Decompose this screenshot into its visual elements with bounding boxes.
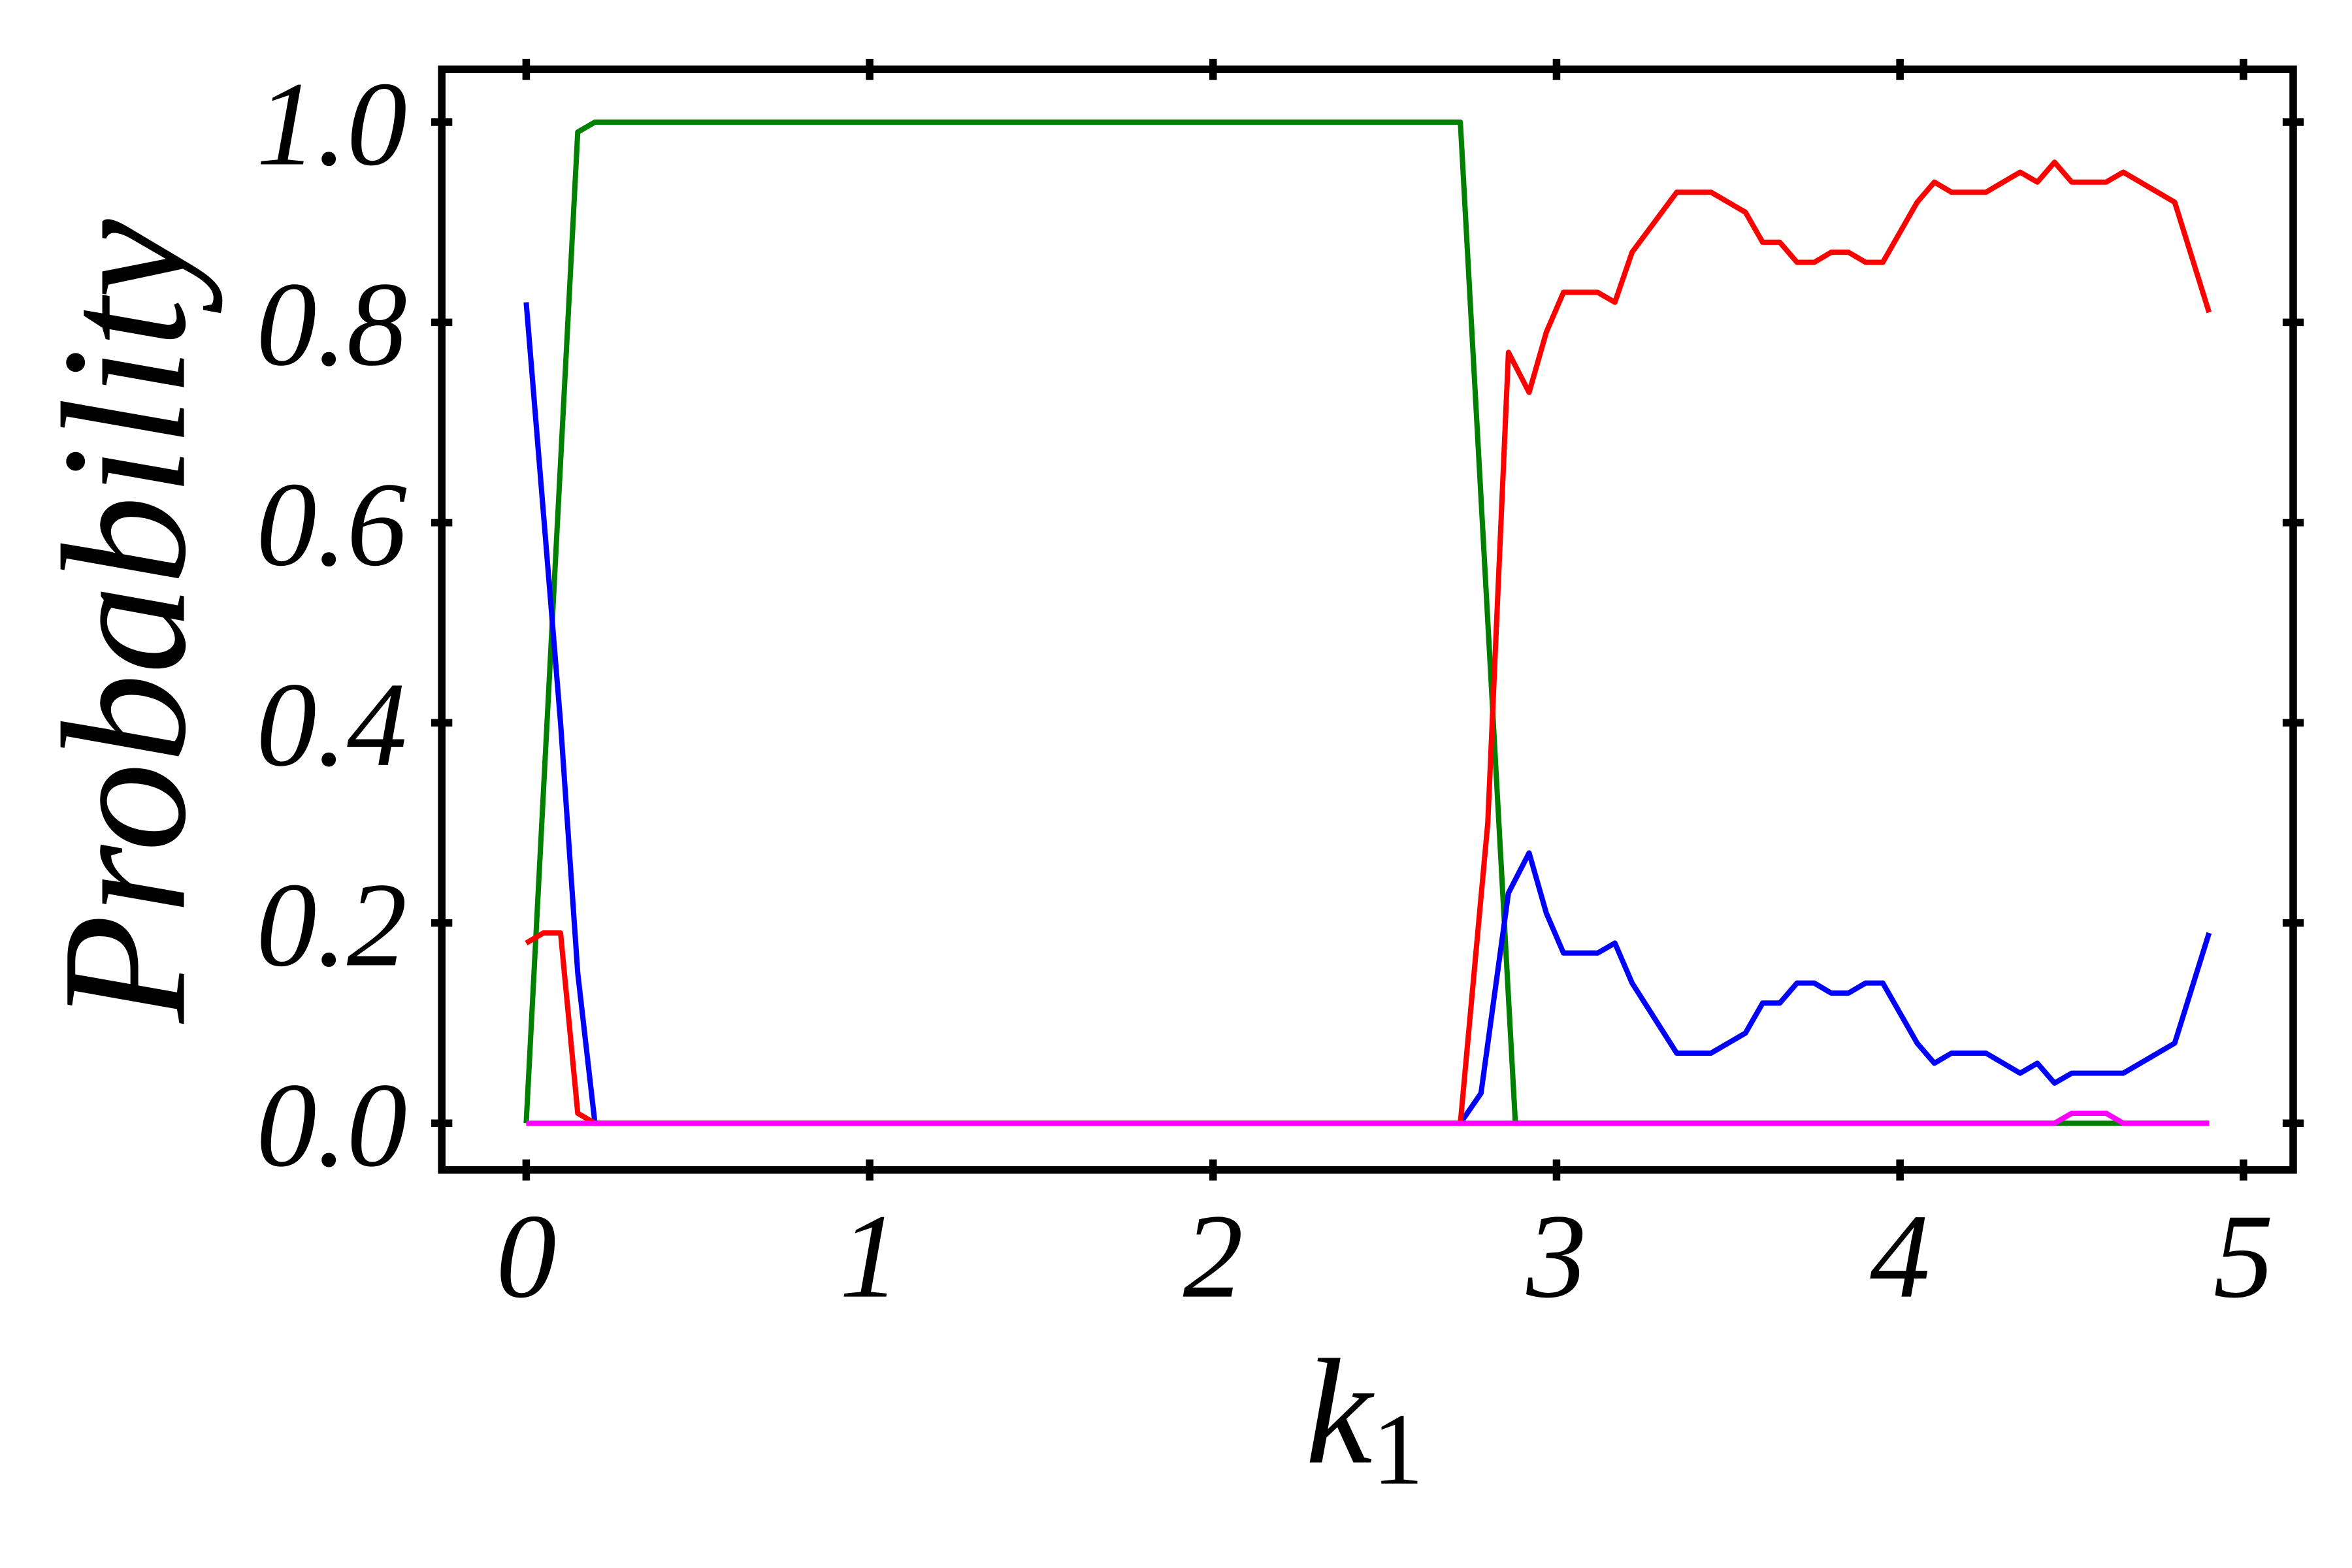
plot-lines	[523, 119, 2212, 1126]
x-tick-label: 0	[496, 1189, 556, 1323]
x-tick-label: 3	[1526, 1189, 1586, 1323]
x-axis-label: k1	[1305, 1328, 1424, 1505]
series-line-magenta	[526, 1110, 2210, 1126]
series-line-green	[523, 119, 2210, 1126]
axes-frame	[438, 65, 2297, 1174]
x-tick-label: 2	[1183, 1189, 1243, 1323]
y-tick-labels: 0.0 0.2 0.4 0.6 0.8 1.0	[256, 57, 407, 1192]
y-tick-label: 1.0	[256, 57, 407, 191]
y-tick-label: 0.8	[256, 257, 407, 391]
y-tick-label: 0.6	[256, 457, 407, 591]
y-tick-label: 0.4	[256, 657, 407, 791]
y-tick-label: 0.2	[256, 857, 407, 991]
x-tick-label: 1	[840, 1189, 900, 1323]
series-line-blue	[523, 302, 2212, 1126]
y-axis-label: Probability	[25, 218, 223, 1026]
x-axis-label-base: k	[1305, 1328, 1375, 1495]
axis-ticks	[431, 58, 2304, 1181]
x-axis-label-subscript: 1	[1372, 1392, 1423, 1506]
series-line-red	[525, 159, 2212, 1126]
x-tick-label: 4	[1870, 1189, 1930, 1323]
x-tick-labels: 0 1 2 3 4 5	[496, 1189, 2274, 1323]
y-tick-label: 0.0	[256, 1058, 407, 1192]
x-tick-label: 5	[2213, 1189, 2274, 1323]
